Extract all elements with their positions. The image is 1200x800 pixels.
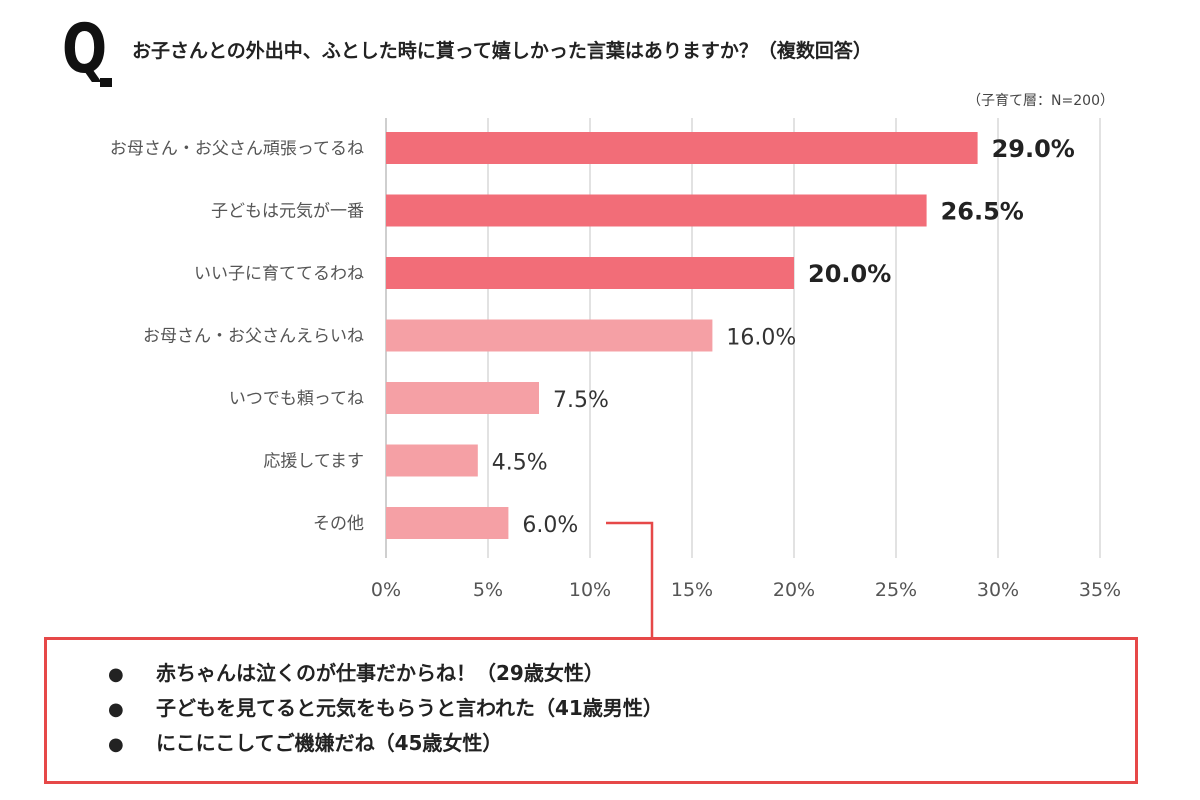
comment-text: 子どもを見てると元気をもらうと言われた（41歳男性） [156, 696, 663, 720]
bar [386, 257, 794, 289]
x-tick-label: 15% [671, 579, 713, 601]
data-label: 16.0% [726, 326, 796, 351]
bar [386, 444, 478, 477]
comment-item: ● にこにこしてご機嫌だね（45歳女性） [108, 726, 663, 761]
bullet-icon: ● [108, 664, 124, 685]
comment-text: 赤ちゃんは泣くのが仕事だからね！（29歳女性） [156, 661, 604, 685]
data-label: 4.5% [492, 451, 548, 476]
comment-callout-box [44, 637, 1138, 784]
category-label: いい子に育ててるわね [194, 264, 364, 284]
data-label: 6.0% [522, 513, 578, 538]
x-tick-label: 20% [773, 579, 815, 601]
question-mark-logo: Q [62, 16, 114, 88]
category-label: 応援してます [263, 452, 364, 472]
x-tick-label: 35% [1079, 579, 1121, 601]
category-label: お母さん・お父さんえらいね [143, 327, 364, 347]
chart-title: お子さんとの外出中、ふとした時に貰って嬉しかった言葉はありますか？（複数回答） [132, 40, 872, 62]
data-label: 26.5% [941, 198, 1024, 226]
category-label: 子どもは元気が一番 [211, 202, 364, 222]
data-label: 20.0% [808, 260, 891, 288]
callout-connector-line [606, 521, 654, 638]
category-label: いつでも頼ってね [229, 389, 364, 409]
bar [386, 319, 713, 352]
x-tick-label: 25% [875, 579, 917, 601]
bar [386, 132, 978, 164]
x-tick-label: 5% [473, 579, 503, 601]
question-dot [100, 78, 112, 87]
bullet-icon: ● [108, 699, 124, 720]
x-tick-label: 30% [977, 579, 1019, 601]
comment-item: ● 赤ちゃんは泣くのが仕事だからね！（29歳女性） [108, 656, 663, 691]
bar [386, 382, 539, 414]
category-label: その他 [313, 514, 364, 534]
comment-list: ● 赤ちゃんは泣くのが仕事だからね！（29歳女性） ● 子どもを見てると元気をもらう… [108, 656, 663, 761]
bar [386, 507, 509, 539]
sample-size-note: （子育て層：N=200） [967, 93, 1114, 109]
question-letter: Q [62, 10, 108, 89]
bullet-icon: ● [108, 734, 124, 755]
comment-item: ● 子どもを見てると元気をもらうと言われた（41歳男性） [108, 691, 663, 726]
data-label: 7.5% [553, 388, 609, 413]
category-label: お母さん・お父さん頑張ってるね [110, 139, 364, 159]
x-tick-label: 10% [569, 579, 611, 601]
bar [386, 194, 927, 227]
x-tick-label: 0% [371, 579, 401, 601]
data-label: 29.0% [992, 135, 1075, 163]
comment-text: にこにこしてご機嫌だね（45歳女性） [156, 731, 503, 755]
